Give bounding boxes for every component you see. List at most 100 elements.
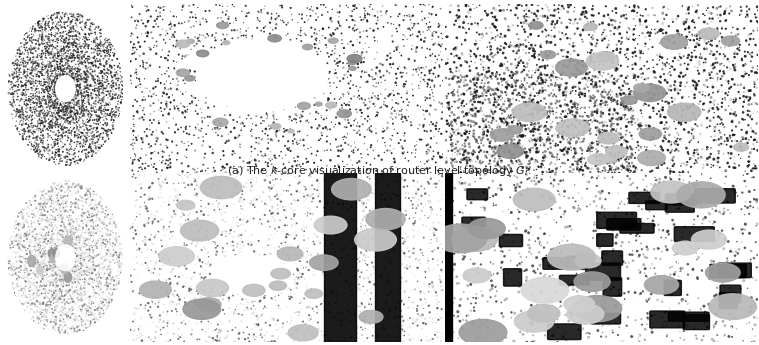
Point bbox=[106, 124, 118, 130]
Point bbox=[161, 91, 173, 97]
Point bbox=[459, 138, 471, 143]
Point bbox=[109, 112, 121, 117]
Point bbox=[537, 107, 549, 112]
Point bbox=[90, 113, 102, 119]
Point bbox=[378, 101, 390, 107]
Point bbox=[71, 219, 83, 225]
Point bbox=[71, 266, 83, 272]
Point bbox=[703, 70, 715, 76]
Point bbox=[102, 136, 115, 142]
Point bbox=[553, 99, 565, 105]
Point bbox=[89, 135, 101, 140]
Point bbox=[734, 96, 746, 101]
Point bbox=[15, 51, 27, 57]
Point bbox=[493, 72, 505, 78]
Point bbox=[647, 284, 660, 289]
Point bbox=[433, 42, 446, 48]
Point bbox=[110, 69, 122, 75]
Point bbox=[67, 25, 79, 31]
Point bbox=[516, 170, 528, 175]
Point bbox=[543, 109, 556, 115]
Point bbox=[397, 70, 409, 76]
Point bbox=[75, 24, 87, 30]
Point bbox=[71, 324, 83, 330]
Point bbox=[616, 135, 628, 140]
Point bbox=[440, 118, 452, 123]
Point bbox=[617, 140, 629, 146]
Point bbox=[43, 91, 55, 97]
Point bbox=[54, 266, 66, 272]
Point bbox=[522, 190, 534, 196]
Point bbox=[24, 243, 36, 248]
Point bbox=[46, 306, 58, 312]
Point bbox=[14, 54, 26, 59]
Point bbox=[521, 2, 533, 8]
Point bbox=[472, 169, 484, 175]
Point bbox=[548, 324, 560, 329]
Point bbox=[114, 246, 126, 252]
Point bbox=[707, 272, 719, 277]
Point bbox=[24, 75, 36, 80]
Point bbox=[349, 312, 361, 318]
Point bbox=[99, 253, 111, 259]
Point bbox=[96, 261, 108, 267]
Point bbox=[18, 245, 30, 250]
Point bbox=[27, 315, 39, 321]
Point bbox=[443, 107, 455, 112]
Point bbox=[620, 230, 632, 235]
Point bbox=[261, 173, 273, 179]
Point bbox=[102, 233, 115, 238]
Point bbox=[73, 61, 85, 67]
Point bbox=[79, 21, 91, 26]
Point bbox=[35, 269, 47, 274]
Point bbox=[86, 73, 98, 78]
Point bbox=[46, 224, 58, 229]
Point bbox=[85, 233, 97, 238]
Point bbox=[194, 257, 206, 263]
Point bbox=[572, 52, 584, 58]
Point bbox=[427, 71, 439, 77]
Point bbox=[96, 97, 109, 102]
Point bbox=[215, 121, 227, 126]
Point bbox=[93, 145, 105, 150]
Point bbox=[77, 234, 89, 240]
Point bbox=[161, 145, 173, 150]
Point bbox=[86, 246, 98, 252]
Point bbox=[44, 280, 56, 286]
Point bbox=[720, 45, 732, 50]
Point bbox=[41, 84, 53, 89]
Point bbox=[84, 141, 96, 147]
Point bbox=[88, 240, 100, 246]
Point bbox=[666, 17, 679, 22]
Point bbox=[369, 254, 381, 260]
Point bbox=[97, 45, 109, 51]
Point bbox=[185, 24, 197, 30]
Point bbox=[20, 103, 33, 109]
Point bbox=[228, 151, 241, 156]
Point bbox=[33, 73, 46, 79]
Point bbox=[36, 51, 48, 57]
Point bbox=[329, 300, 342, 306]
Point bbox=[474, 270, 486, 275]
Point bbox=[352, 88, 364, 93]
Point bbox=[704, 319, 716, 324]
Point bbox=[560, 114, 572, 119]
Point bbox=[537, 29, 549, 34]
Point bbox=[16, 127, 28, 133]
Point bbox=[751, 199, 759, 205]
Point bbox=[634, 17, 646, 22]
Point bbox=[100, 61, 112, 67]
Point bbox=[91, 224, 103, 230]
Point bbox=[504, 293, 516, 298]
Point bbox=[658, 179, 670, 185]
Point bbox=[84, 235, 96, 240]
Point bbox=[96, 256, 108, 262]
Point bbox=[71, 331, 83, 336]
Point bbox=[707, 84, 719, 90]
Point bbox=[54, 287, 66, 292]
Point bbox=[679, 45, 691, 51]
Point bbox=[105, 53, 117, 58]
Point bbox=[525, 42, 537, 48]
Point bbox=[439, 137, 452, 143]
Point bbox=[556, 20, 568, 26]
